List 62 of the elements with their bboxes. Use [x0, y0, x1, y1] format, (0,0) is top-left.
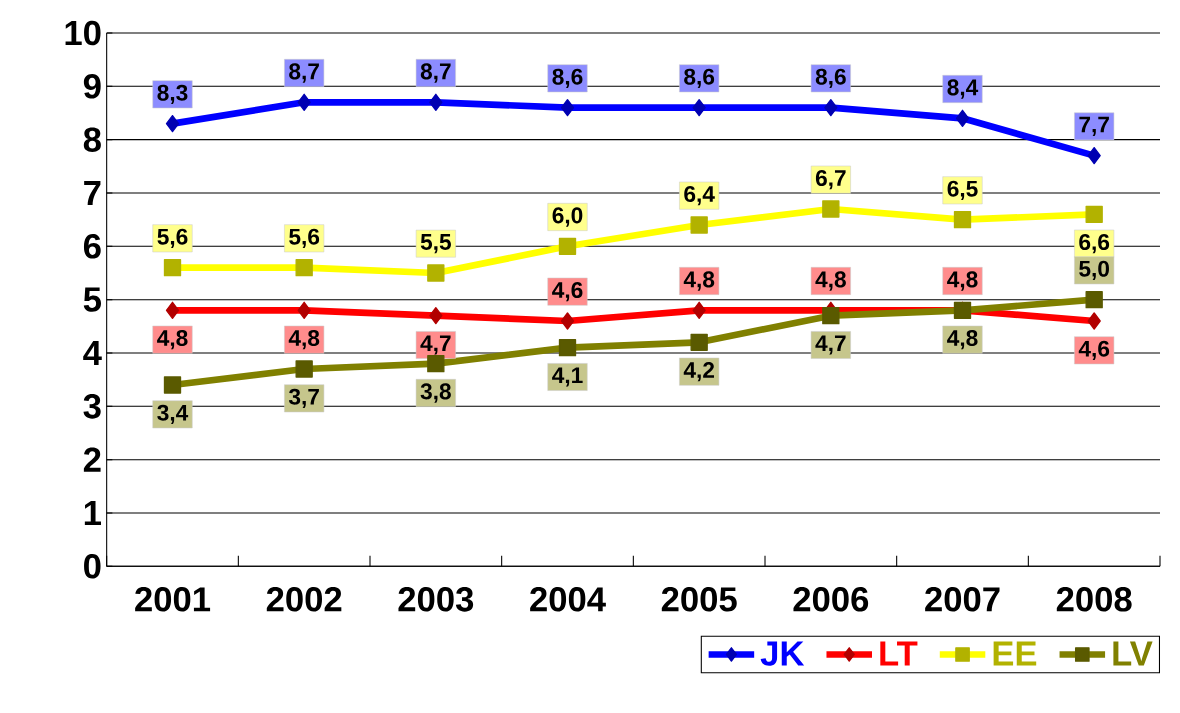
legend-label: LT [880, 641, 918, 666]
legend-label: EE [993, 641, 1037, 666]
point [822, 306, 840, 325]
point [690, 333, 708, 351]
y-tick-label: 8 [83, 127, 101, 152]
data-label: 8,4 [947, 79, 979, 99]
data-label: 3,7 [288, 388, 319, 408]
x-tick-label: 2008 [1056, 587, 1132, 612]
data-label: 7,7 [1079, 116, 1109, 136]
x-tick-label: 2007 [925, 587, 1000, 612]
y-tick-label: 9 [83, 74, 101, 99]
legend-label: JK [760, 641, 805, 666]
data-label: 4,7 [815, 335, 846, 355]
point [558, 338, 577, 357]
y-tick-label: 2 [83, 447, 101, 472]
data-label: 4,1 [552, 367, 583, 387]
y-tick-label: 6 [83, 234, 101, 259]
y-tick-label: 0 [84, 554, 101, 579]
data-label: 3,8 [420, 383, 451, 403]
data-label: 4,8 [288, 329, 320, 350]
data-label: 4,8 [157, 329, 188, 350]
data-label: 6,7 [815, 169, 846, 190]
point [1085, 290, 1103, 309]
y-tick-label: 10 [65, 20, 101, 46]
data-label: 4,8 [947, 271, 978, 291]
data-label: 5,0 [1079, 260, 1109, 280]
y-tick-label: 7 [84, 181, 101, 205]
data-label: 4,8 [683, 271, 715, 291]
point [427, 354, 445, 373]
data-label: 4,8 [947, 329, 978, 350]
y-tick-label: 4 [83, 341, 102, 365]
legend-label: LV [1113, 641, 1153, 666]
y-tick-label: 3 [83, 394, 101, 419]
data-label: 4,6 [552, 281, 583, 302]
data-label: 4,7 [420, 335, 451, 355]
data-label: 5,5 [420, 234, 451, 254]
data-label: 6,4 [684, 185, 715, 206]
data-label: 8,7 [420, 63, 451, 83]
x-tick-label: 2002 [266, 587, 342, 612]
y-tick-label: 5 [83, 287, 101, 312]
x-tick-label: 2005 [661, 587, 737, 612]
data-label: 3,4 [157, 404, 189, 424]
data-label: 6,0 [552, 207, 583, 227]
data-label: 4,8 [815, 271, 846, 291]
data-label: 5,6 [289, 228, 320, 248]
x-tick-label: 2006 [793, 587, 869, 612]
x-tick-label: 2004 [530, 587, 606, 612]
data-label: 8,6 [552, 68, 583, 88]
x-tick-label: 2001 [135, 587, 211, 612]
point [295, 360, 313, 378]
data-label: 6,5 [947, 180, 978, 200]
data-label: 8,3 [157, 84, 188, 104]
y-tick-label: 1 [84, 501, 101, 525]
x-tick-label: 2003 [398, 587, 474, 612]
data-label: 5,6 [157, 228, 188, 248]
data-label: 8,7 [289, 63, 319, 83]
data-label: 4,2 [683, 361, 715, 382]
point [163, 376, 182, 394]
data-label: 8,6 [684, 68, 715, 88]
data-label: 6,6 [1079, 233, 1110, 254]
data-label: 4,6 [1078, 340, 1110, 360]
data-label: 8,6 [815, 68, 846, 88]
